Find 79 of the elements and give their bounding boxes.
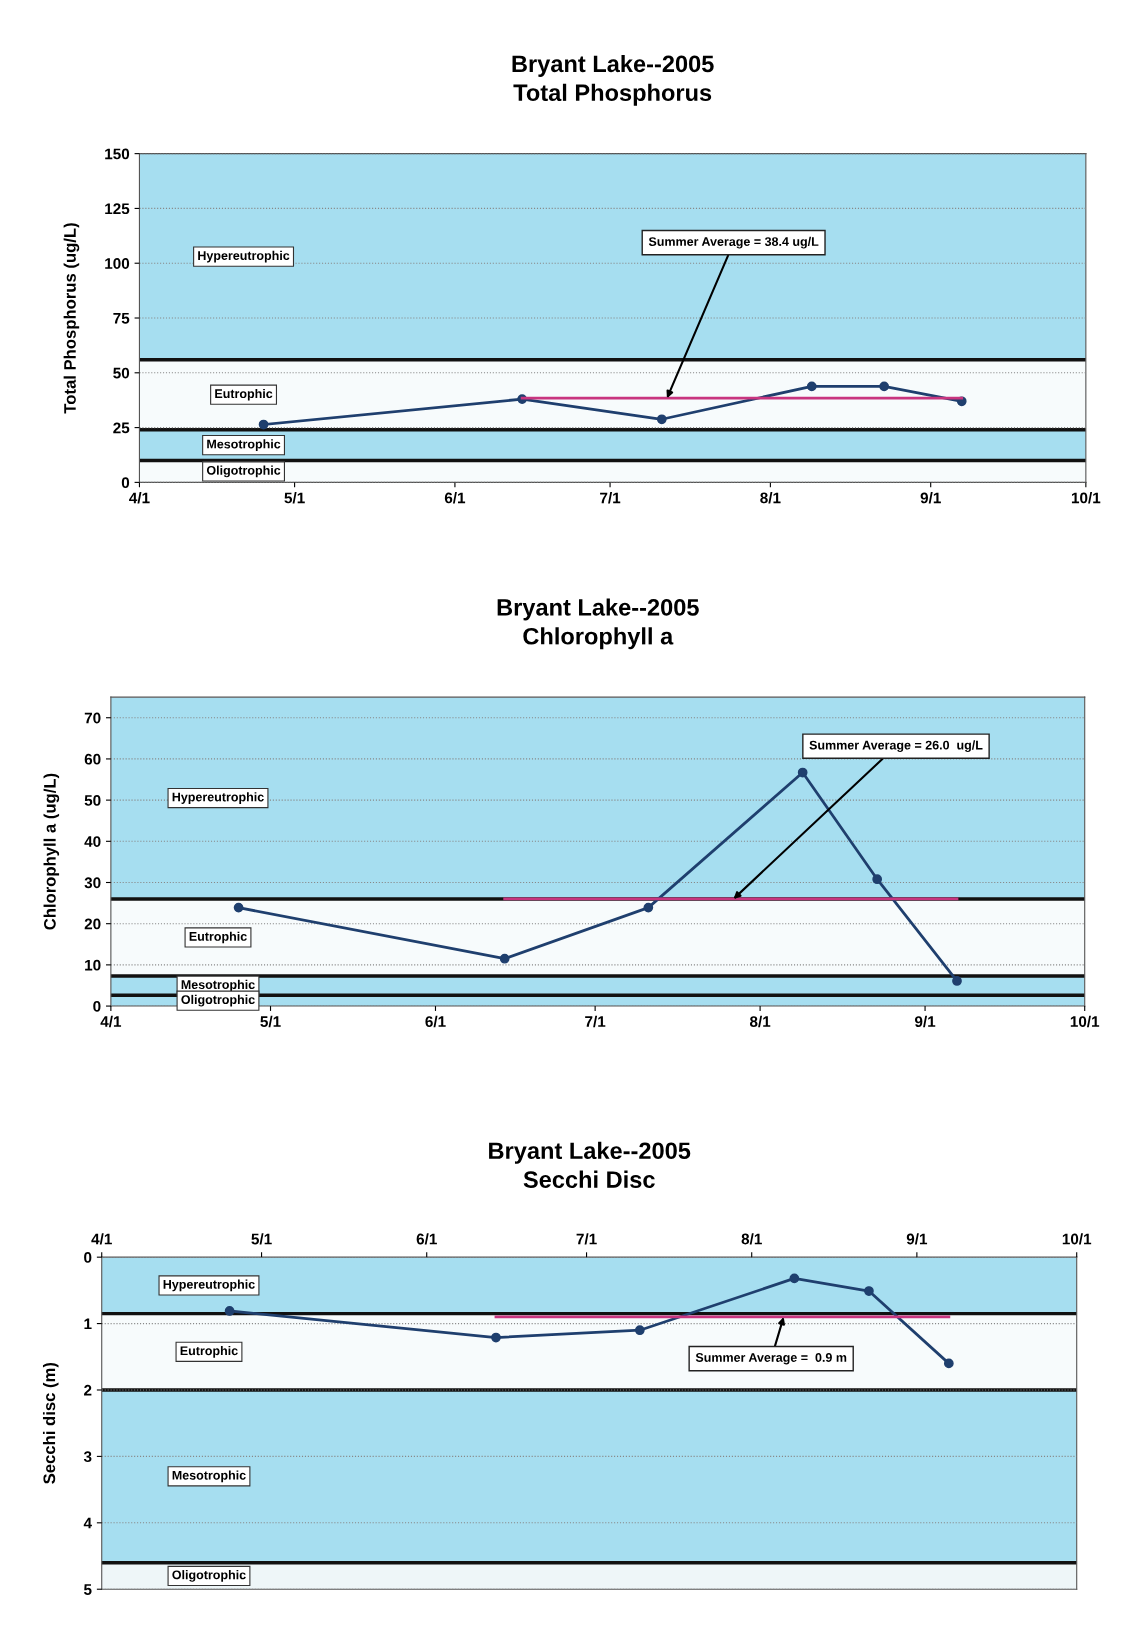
x-tick-label: 8/1 (749, 1015, 771, 1028)
x-tick-label: 10/1 (1070, 1015, 1100, 1028)
chart-title: Bryant Lake--2005 Secchi Disc (489, 1141, 691, 1188)
x-tick-label: 4/1 (91, 1233, 112, 1245)
point (806, 381, 817, 392)
y-tick-label: 1 (84, 1318, 92, 1330)
y-tick-label: 100 (105, 258, 130, 269)
y-tick-label: 3 (83, 1451, 92, 1463)
band-label: Oligotrophic (181, 994, 255, 1007)
y-tick-label: 0 (121, 477, 130, 489)
band-label: Eutrophic (189, 931, 247, 944)
y-tick-label: 30 (84, 877, 101, 889)
x-tick-label: 5/1 (260, 1015, 281, 1028)
y-axis-title: Chlorophyll a (ug/L) (43, 773, 60, 930)
point (634, 1325, 645, 1336)
annotation: Summer Average = 38.4 ug/L (648, 236, 819, 249)
x-tick-label: 10/1 (1062, 1233, 1092, 1245)
point (491, 1332, 501, 1343)
point (258, 419, 269, 430)
point (233, 902, 244, 913)
y-tick-label: 20 (84, 918, 101, 930)
y-tick-label: 2 (84, 1384, 92, 1396)
x-tick-label: 6/1 (425, 1015, 446, 1028)
x-tick-label: 9/1 (920, 492, 941, 504)
band-label: Oligotrophic (172, 1570, 246, 1582)
x-tick-label: 9/1 (914, 1015, 936, 1028)
band-label: Hypereutrophic (198, 250, 290, 263)
y-tick-label: 0 (93, 1000, 101, 1012)
point (879, 381, 890, 392)
x-tick-label: 4/1 (129, 492, 150, 504)
x-tick-label: 8/1 (741, 1233, 762, 1245)
point (864, 1286, 874, 1296)
point (224, 1306, 235, 1316)
point (797, 767, 808, 778)
y-tick-label: 0 (84, 1252, 92, 1263)
x-tick-label: 5/1 (251, 1233, 272, 1245)
y-tick-label: 70 (84, 712, 101, 724)
annotation: Summer Average = 26.0 ug/L (809, 740, 983, 753)
y-tick-label: 5 (83, 1584, 92, 1595)
point (789, 1273, 800, 1284)
band-label: Eutrophic (180, 1345, 238, 1358)
y-tick-label: 50 (113, 367, 130, 379)
x-tick-label: 6/1 (416, 1233, 437, 1245)
point (952, 976, 962, 986)
y-tick-label: 150 (105, 148, 130, 160)
chart-title: Bryant Lake--2005 Total Phosphorus (512, 54, 714, 106)
x-tick-label: 7/1 (576, 1233, 597, 1245)
point (499, 953, 510, 964)
y-tick-label: 50 (84, 794, 101, 806)
band-label: Mesotrophic (181, 979, 255, 992)
band-label: Mesotrophic (172, 1470, 246, 1483)
band-label: Hypereutrophic (163, 1279, 255, 1292)
point (943, 1358, 954, 1369)
band-label: Eutrophic (215, 388, 273, 401)
band-label: Hypereutrophic (172, 792, 264, 804)
y-tick-label: 125 (105, 203, 130, 215)
y-tick-label: 4 (83, 1517, 92, 1529)
x-tick-label: 5/1 (284, 492, 305, 504)
x-tick-label: 7/1 (585, 1015, 606, 1028)
x-tick-label: 10/1 (1071, 492, 1101, 504)
y-axis-title: Total Phosphorus (ug/L) (63, 223, 80, 414)
band-label: Oligotrophic (206, 465, 281, 478)
point (643, 902, 654, 913)
band-label: Mesotrophic (207, 439, 281, 451)
y-tick-label: 75 (113, 313, 130, 324)
point (656, 414, 667, 425)
annotation: Summer Average = 0.9 m (695, 1353, 847, 1365)
x-tick-label: 7/1 (600, 492, 621, 504)
y-tick-label: 25 (113, 422, 130, 434)
x-tick-label: 6/1 (444, 492, 466, 504)
y-tick-label: 60 (84, 753, 101, 765)
x-tick-label: 9/1 (906, 1233, 928, 1245)
y-axis-title: Secchi disc (m) (42, 1362, 59, 1484)
x-tick-label: 4/1 (100, 1015, 122, 1028)
point (872, 874, 883, 885)
x-tick-label: 8/1 (760, 492, 781, 504)
y-tick-label: 10 (85, 959, 101, 971)
chart-title: Bryant Lake--2005 Chlorophyll a (497, 598, 699, 650)
y-tick-label: 40 (84, 836, 101, 847)
